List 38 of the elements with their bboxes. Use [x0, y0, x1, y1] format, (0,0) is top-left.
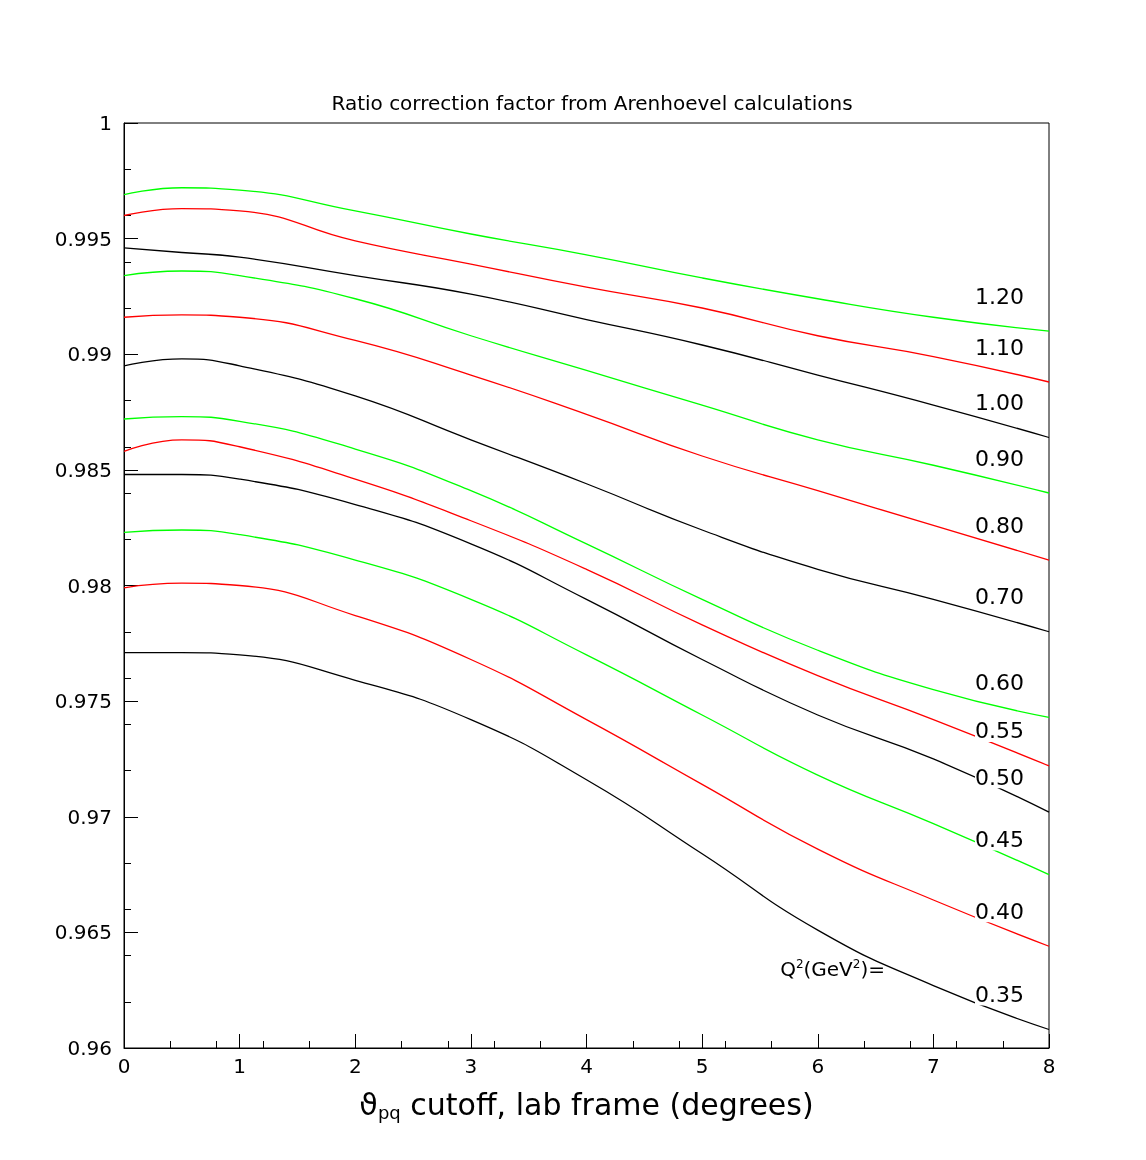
line-series	[123, 187, 1050, 332]
x-tick-label: 4	[580, 1054, 593, 1078]
series-label: 0.90	[975, 445, 1024, 471]
y-tick-label: 0.99	[67, 342, 112, 367]
series-label: 0.45	[975, 827, 1024, 853]
y-tick-label: 0.975	[54, 689, 112, 714]
y-tick-label: 1	[99, 111, 112, 135]
x-tick-label: 5	[695, 1054, 709, 1078]
y-tick-label: 0.98	[67, 573, 112, 598]
series-label: 0.40	[975, 898, 1024, 924]
y-tick-label: 0.965	[54, 920, 112, 945]
series-label: 0.70	[975, 584, 1024, 610]
y-tick-label: 0.985	[54, 457, 112, 482]
line-series	[123, 207, 1050, 383]
y-tick-label: 0.97	[67, 804, 112, 829]
chart-title: Ratio correction factor from Arenhoevel calculations	[331, 91, 853, 115]
x-tick-label: 2	[348, 1054, 362, 1078]
line-series	[123, 439, 1050, 767]
series-label: 0.55	[975, 718, 1024, 744]
series-label: 0.35	[975, 982, 1024, 1007]
x-tick-label: 7	[927, 1054, 940, 1078]
y-tick-label: 0.995	[54, 226, 112, 251]
series-label: 0.80	[975, 512, 1024, 538]
line-series	[123, 416, 1050, 718]
series-label: 0.50	[975, 764, 1024, 790]
line-series	[123, 270, 1050, 494]
x-tick-label: 8	[1042, 1054, 1056, 1078]
line-series	[123, 314, 1050, 561]
series-label: 1.20	[975, 283, 1024, 309]
x-tick-label: 1	[233, 1054, 246, 1078]
x-tick-label: 6	[811, 1054, 825, 1078]
x-tick-label: 0	[117, 1054, 131, 1078]
series-label: 1.00	[975, 390, 1024, 415]
line-series	[123, 582, 1050, 947]
series-label: 0.60	[975, 669, 1024, 695]
x-tick-label: 3	[464, 1054, 478, 1078]
y-tick-label: 0.96	[67, 1036, 112, 1060]
series-label: 1.10	[975, 334, 1024, 360]
